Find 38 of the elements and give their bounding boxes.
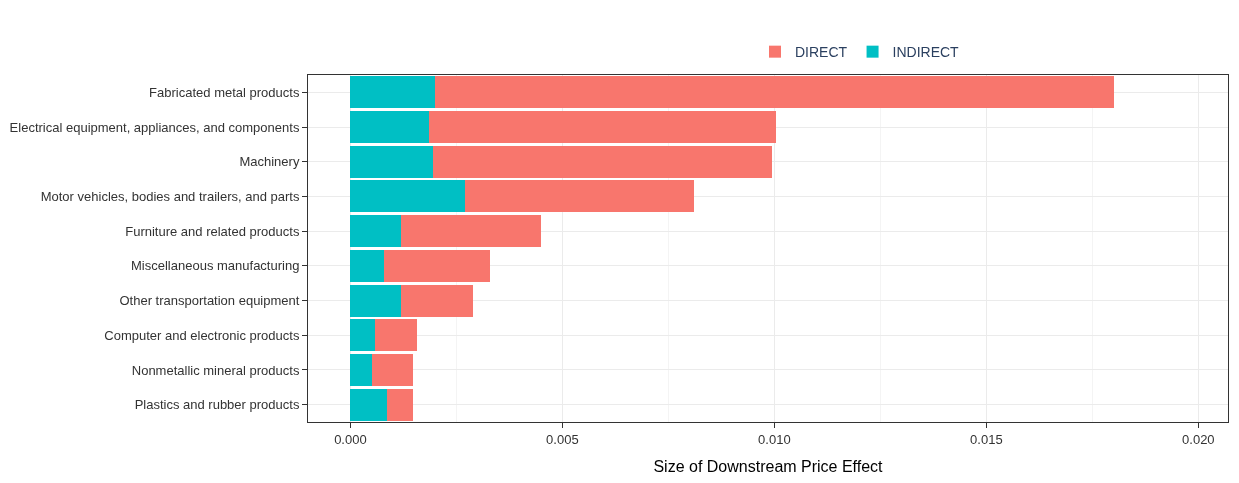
x-tick-label: 0.005 [546, 431, 579, 447]
y-tick-label: Electrical equipment, appliances, and components [9, 119, 300, 135]
x-tick-label: 0.010 [758, 431, 791, 447]
bar [435, 76, 1114, 109]
x-axis-title: Size of Downstream Price Effect [653, 458, 884, 476]
y-tick-label: Nonmetallic mineral products [131, 362, 300, 378]
bar [350, 111, 429, 144]
y-tick-label: Fabricated metal products [149, 84, 300, 100]
bar [350, 76, 436, 109]
bar [350, 319, 375, 352]
y-tick-label: Plastics and rubber products [134, 397, 300, 413]
bar [401, 284, 474, 317]
bar [428, 111, 777, 144]
y-tick-label: Computer and electronic products [104, 327, 300, 343]
bar [371, 353, 413, 386]
x-tick-label: 0.015 [970, 431, 1003, 447]
bar [464, 180, 694, 213]
y-tick-label: Other transportation equipment [119, 293, 300, 309]
bar [374, 319, 417, 352]
x-tick-label: 0.000 [334, 431, 367, 447]
x-tick-label: 0.020 [1182, 431, 1215, 447]
legend-label: INDIRECT [892, 44, 960, 61]
legend-label: DIRECT [795, 44, 848, 61]
bar [387, 388, 413, 421]
bar [401, 215, 542, 248]
bar [350, 180, 465, 213]
bar [350, 215, 402, 248]
y-tick-label: Miscellaneous manufacturing [131, 258, 300, 274]
bar [350, 249, 385, 282]
bar [350, 284, 402, 317]
bar [350, 145, 434, 178]
bar [433, 145, 773, 178]
bar [350, 388, 388, 421]
y-tick-label: Furniture and related products [125, 223, 300, 239]
bar [350, 353, 372, 386]
bar [384, 249, 491, 282]
y-tick-label: Motor vehicles, bodies and trailers, and parts [40, 189, 300, 204]
y-tick-label: Machinery [239, 154, 300, 170]
